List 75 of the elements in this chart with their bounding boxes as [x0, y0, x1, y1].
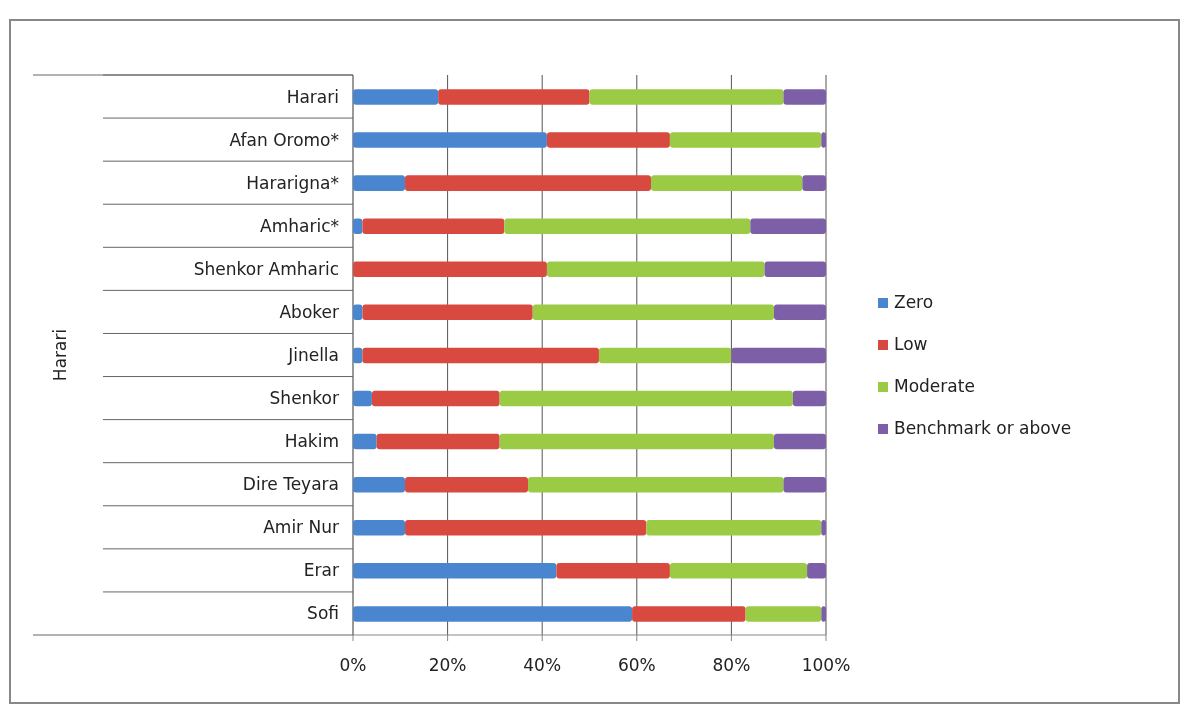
legend-label: Moderate	[894, 376, 975, 396]
bar	[764, 261, 826, 278]
bar	[589, 89, 784, 105]
legend-label: Zero	[894, 292, 934, 312]
bar	[353, 304, 363, 321]
x-tick-label: 100%	[801, 655, 851, 675]
bar	[504, 218, 751, 234]
bar	[821, 519, 826, 536]
bar	[546, 132, 670, 148]
x-tick-label: 0%	[339, 655, 367, 675]
bar	[353, 606, 633, 622]
bar	[669, 563, 808, 579]
y-tick-label: Amharic*	[260, 215, 339, 236]
bar	[353, 519, 406, 536]
bar	[598, 347, 732, 364]
bar	[632, 606, 746, 622]
bar	[783, 476, 826, 493]
y-tick-label: Erar	[303, 560, 340, 581]
bar	[353, 261, 547, 278]
bar	[821, 606, 826, 622]
bar	[362, 218, 505, 234]
y-tick-label: Harari	[286, 86, 339, 107]
y-tick-label: Dire Teyara	[242, 474, 339, 495]
y-tick-label: Sofi	[307, 603, 339, 624]
text: Harari	[50, 328, 70, 382]
legend-label: Low	[894, 334, 928, 354]
bar	[646, 519, 822, 536]
bar	[807, 563, 826, 579]
bar	[669, 132, 822, 148]
bar	[773, 433, 826, 450]
bar	[353, 390, 372, 407]
bar	[783, 89, 826, 105]
bar	[731, 347, 826, 364]
bar	[353, 132, 547, 148]
bar	[750, 218, 826, 234]
bar	[405, 476, 529, 493]
bar	[362, 304, 533, 321]
x-tick-label: 40%	[523, 655, 562, 675]
y-tick-label: Hararigna*	[246, 172, 339, 193]
bar	[353, 563, 557, 579]
y-tick-label: Amir Nur	[263, 517, 339, 538]
bar	[802, 175, 826, 191]
bar	[528, 476, 784, 493]
y-tick-label: Jinella	[287, 345, 339, 365]
bar	[821, 132, 826, 148]
bar	[353, 347, 363, 364]
bar	[353, 433, 377, 450]
bar	[405, 519, 647, 536]
y-tick-label: Hakim	[284, 431, 339, 452]
x-tick-label: 80%	[712, 655, 751, 675]
bar	[546, 261, 765, 278]
bar	[773, 304, 826, 321]
bar	[362, 347, 599, 364]
bar	[499, 433, 774, 450]
x-tick-label: 20%	[428, 655, 467, 675]
bar	[532, 304, 774, 321]
bar	[353, 89, 439, 105]
bar	[353, 175, 406, 191]
y-tick-label: Shenkor	[269, 388, 339, 409]
x-tick-label: 60%	[617, 655, 656, 675]
bar	[650, 175, 803, 191]
y-tick-label: Shenkor Amharic	[193, 258, 339, 279]
bar	[371, 390, 500, 407]
bar	[353, 218, 363, 234]
bar	[556, 563, 670, 579]
y-tick-label: Aboker	[279, 301, 339, 322]
bar	[792, 390, 826, 407]
bar	[438, 89, 590, 105]
bar	[499, 390, 793, 407]
bar	[353, 476, 406, 493]
bar	[405, 175, 651, 191]
legend-label: Benchmark or above	[894, 418, 1072, 438]
y-tick-label: Afan Oromo*	[229, 129, 339, 150]
bar	[376, 433, 500, 450]
bar	[745, 606, 822, 622]
